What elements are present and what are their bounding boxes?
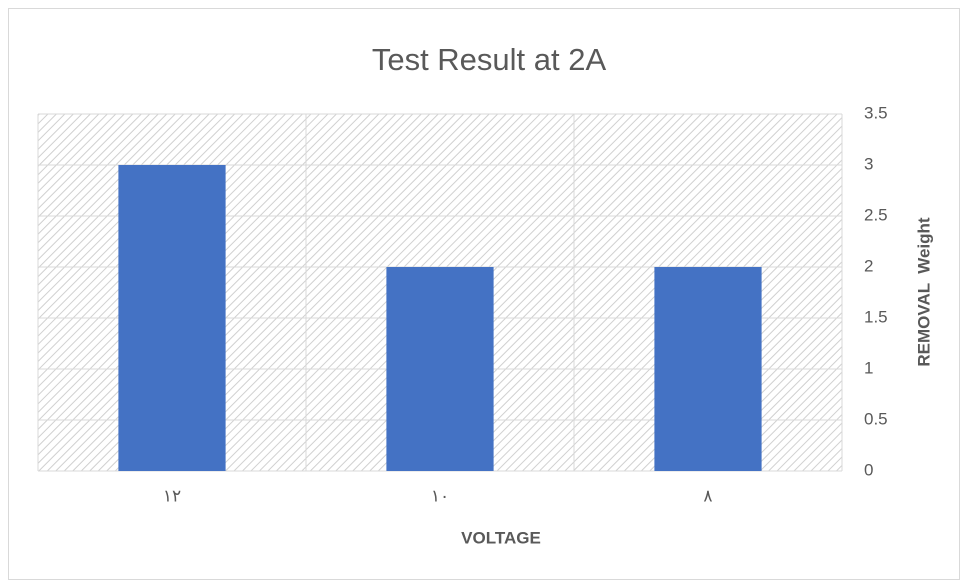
y-tick-label: 1.5 [864, 307, 888, 326]
y-tick-label: 2 [864, 256, 873, 275]
y-tick-label: 0 [864, 460, 873, 479]
y-axis-label: REMOVAL Weight [914, 217, 933, 367]
y-tick-label: 0.5 [864, 409, 888, 428]
bar [386, 267, 494, 471]
y-tick-label: 2.5 [864, 205, 888, 224]
x-tick-label: ١٠ [431, 486, 449, 505]
bar [654, 267, 762, 471]
y-tick-label: 1 [864, 358, 873, 377]
x-tick-label: ٨ [703, 486, 712, 505]
y-tick-label: 3 [864, 154, 873, 173]
chart-title: Test Result at 2A [372, 42, 607, 77]
bar [118, 165, 226, 471]
x-tick-label: ١٢ [163, 486, 181, 505]
x-axis-label: VOLTAGE [461, 528, 541, 547]
y-tick-label: 3.5 [864, 103, 888, 122]
